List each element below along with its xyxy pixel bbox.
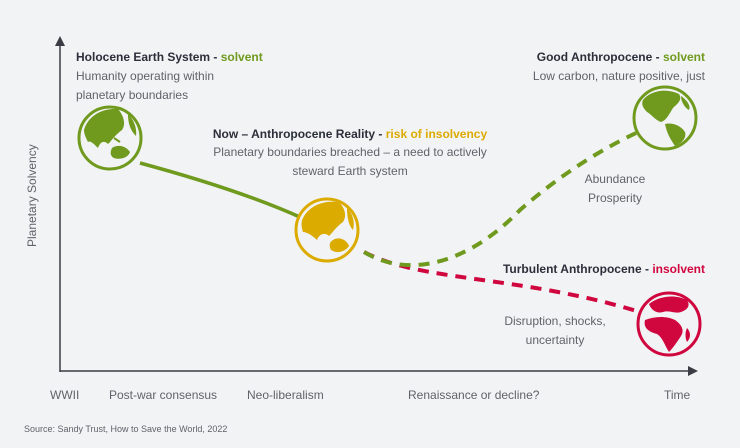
holocene-description: Humanity operating within planetary boun… [76, 67, 263, 105]
x-label-neo-liberalism: Neo-liberalism [247, 388, 324, 402]
x-label-wwii: WWII [50, 388, 80, 402]
globe-turbulent-icon [636, 291, 702, 357]
now-description: Planetary boundaries breached – a need t… [190, 143, 510, 181]
good-outcome-line: Abundance [584, 172, 646, 186]
turbulent-outcome-line: uncertainty [525, 333, 585, 347]
holocene-status: solvent [220, 50, 263, 64]
turbulent-outcome-line: Disruption, shocks, [504, 314, 606, 328]
path-good [362, 131, 637, 268]
y-axis-arrow [55, 36, 65, 46]
good-title: Good Anthropocene - solvent [505, 50, 705, 64]
now-block: Now – Anthropocene Reality - risk of ins… [190, 127, 510, 181]
now-description-line: steward Earth system [292, 164, 408, 178]
y-axis-label: Planetary Solvency [25, 144, 39, 247]
now-title-text: Now – Anthropocene Reality - [212, 127, 386, 141]
holocene-description-line: planetary boundaries [76, 88, 189, 102]
turbulent-title-text: Turbulent Anthropocene - [502, 262, 653, 276]
now-title: Now – Anthropocene Reality - risk of ins… [190, 127, 510, 141]
holocene-block: Holocene Earth System - solvent Humanity… [76, 50, 263, 105]
globe-holocene-icon [77, 105, 143, 171]
holocene-title: Holocene Earth System - solvent [76, 50, 263, 64]
x-label-renaissance-or-decline: Renaissance or decline? [408, 388, 540, 402]
path-turbulent [363, 250, 641, 314]
turbulent-title: Turbulent Anthropocene - insolvent [480, 262, 705, 276]
now-description-line: Planetary boundaries breached – a need t… [213, 145, 487, 159]
turbulent-status: insolvent [652, 262, 705, 276]
holocene-title-text: Holocene Earth System - [76, 50, 221, 64]
good-description: Low carbon, nature positive, just [532, 69, 705, 83]
globe-good-icon [632, 85, 698, 151]
source-note: Source: Sandy Trust, How to Save the Wor… [24, 424, 228, 434]
turbulent-outcome: Disruption, shocks, uncertainty [490, 312, 620, 350]
good-status: solvent [662, 50, 705, 64]
good-outcome-line: Prosperity [587, 191, 643, 205]
turbulent-block: Turbulent Anthropocene - insolvent [480, 262, 705, 276]
globe-now-icon [294, 197, 360, 263]
now-status: risk of insolvency [385, 127, 488, 141]
good-block: Good Anthropocene - solvent Low carbon, … [505, 50, 705, 86]
x-label-post-war-consensus: Post-war consensus [109, 388, 218, 402]
holocene-description-line: Humanity operating within [76, 69, 215, 83]
x-label-time: Time [664, 388, 691, 402]
good-outcome: Abundance Prosperity [560, 170, 670, 208]
good-title-text: Good Anthropocene - [536, 50, 663, 64]
x-axis-arrow [688, 366, 698, 376]
path-holocene-to-now [139, 161, 303, 220]
